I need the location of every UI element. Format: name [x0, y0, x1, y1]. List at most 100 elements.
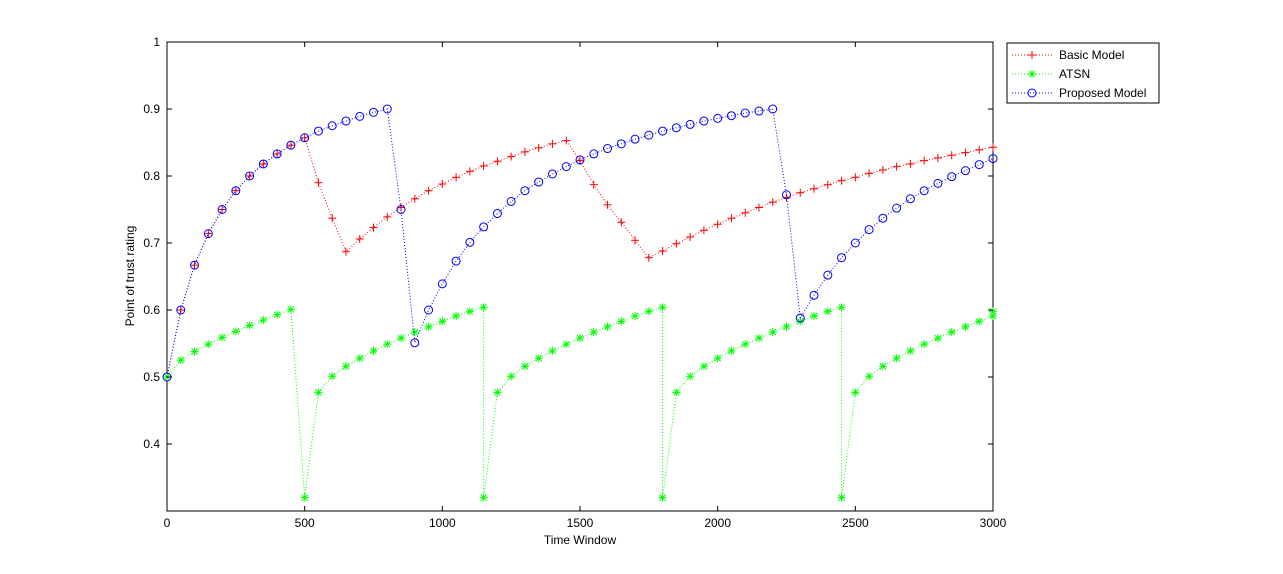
data-point-atsn: [837, 493, 846, 502]
data-point-proposed-model: [644, 130, 654, 140]
y-tick-label: 1: [153, 35, 160, 49]
data-point-proposed-model: [176, 305, 186, 315]
data-point-atsn: [383, 340, 392, 349]
data-point-proposed-model: [726, 111, 736, 121]
data-point-atsn: [782, 322, 791, 331]
data-point-proposed-model: [685, 119, 695, 129]
legend-item-proposed-model: Proposed Model: [1012, 86, 1146, 100]
y-tick-label: 0.4: [143, 437, 160, 451]
x-tick-label: 0: [164, 516, 171, 530]
data-point-atsn: [989, 307, 997, 316]
data-point-basic-model: [961, 148, 970, 157]
data-point-atsn: [658, 493, 667, 502]
series-line-proposed-model: [166, 108, 994, 378]
data-point-basic-model: [383, 212, 392, 221]
data-point-basic-model: [878, 165, 887, 174]
data-point-atsn: [768, 328, 777, 337]
data-point-basic-model: [520, 147, 529, 156]
data-point-atsn: [741, 340, 750, 349]
data-point-proposed-model: [754, 106, 764, 116]
series-proposed-model: [162, 104, 998, 382]
data-point-proposed-model: [547, 169, 557, 179]
data-point-proposed-model: [203, 229, 213, 239]
data-point-basic-model: [686, 232, 695, 241]
data-point-atsn: [259, 316, 268, 325]
data-point-atsn: [699, 362, 708, 371]
data-point-proposed-model: [534, 177, 544, 187]
data-point-proposed-model: [603, 144, 613, 154]
data-point-basic-model: [562, 136, 571, 145]
data-point-proposed-model: [479, 222, 489, 232]
data-point-proposed-model: [506, 196, 516, 206]
data-point-basic-model: [989, 143, 997, 152]
y-axis-title: Point of trust rating: [123, 226, 137, 327]
data-point-basic-model: [548, 139, 557, 148]
data-point-atsn: [204, 340, 213, 349]
data-point-atsn: [465, 307, 474, 316]
data-point-atsn: [851, 388, 860, 397]
data-point-proposed-model: [933, 178, 943, 188]
y-tick-label: 0.9: [143, 102, 160, 116]
data-point-basic-model: [314, 178, 323, 187]
legend-label: Proposed Model: [1059, 86, 1146, 100]
data-point-proposed-model: [465, 237, 475, 247]
x-tick-label: 1500: [567, 516, 594, 530]
data-point-basic-model: [727, 214, 736, 223]
data-point-proposed-model: [616, 139, 626, 149]
data-point-proposed-model: [520, 186, 530, 196]
data-point-atsn: [672, 388, 681, 397]
data-point-proposed-model: [823, 270, 833, 280]
data-point-proposed-model: [575, 155, 585, 165]
data-point-basic-model: [837, 176, 846, 185]
data-point-basic-model: [631, 236, 640, 245]
legend-item-atsn: ATSN: [1012, 67, 1090, 81]
data-point-atsn: [397, 334, 406, 343]
data-point-basic-model: [658, 247, 667, 256]
data-point-basic-model: [286, 141, 295, 150]
data-point-atsn: [424, 322, 433, 331]
data-point-basic-model: [438, 180, 447, 189]
y-tick-label: 0.5: [143, 370, 160, 384]
data-point-proposed-model: [231, 186, 241, 196]
data-point-atsn: [906, 346, 915, 355]
data-point-proposed-model: [960, 166, 970, 176]
data-point-atsn: [810, 312, 819, 321]
data-point-basic-model: [424, 186, 433, 195]
data-point-proposed-model: [245, 171, 255, 181]
data-point-proposed-model: [768, 104, 778, 114]
data-point-basic-model: [975, 145, 984, 154]
data-point-basic-model: [507, 152, 516, 161]
data-point-basic-model: [204, 229, 213, 238]
data-point-basic-model: [493, 157, 502, 166]
y-tick-label: 0.6: [143, 303, 160, 317]
data-point-atsn: [273, 310, 282, 319]
data-point-atsn: [548, 346, 557, 355]
data-point-atsn: [218, 333, 227, 342]
data-point-proposed-model: [713, 113, 723, 123]
data-point-atsn: [479, 303, 488, 312]
data-point-proposed-model: [272, 149, 282, 159]
legend-item-basic-model: Basic Model: [1012, 48, 1124, 62]
data-point-atsn: [410, 328, 419, 337]
data-point-atsn: [961, 322, 970, 331]
data-point-basic-model: [369, 223, 378, 232]
data-point-atsn: [300, 493, 309, 502]
data-point-basic-model: [479, 161, 488, 170]
legend: Basic Model ATSN Proposed Model: [1006, 42, 1160, 104]
legend-label: Basic Model: [1059, 48, 1124, 62]
data-point-proposed-model: [878, 213, 888, 223]
data-point-basic-model: [672, 239, 681, 248]
data-point-atsn: [286, 305, 295, 314]
data-point-basic-model: [617, 218, 626, 227]
data-point-basic-model: [865, 169, 874, 178]
data-point-proposed-model: [850, 238, 860, 248]
data-point-basic-model: [768, 198, 777, 207]
data-point-basic-model: [534, 143, 543, 152]
x-tick-label: 500: [295, 516, 315, 530]
data-point-proposed-model: [919, 186, 929, 196]
data-point-atsn: [658, 303, 667, 312]
data-point-basic-model: [892, 162, 901, 171]
data-point-atsn: [520, 362, 529, 371]
plot-area: [166, 41, 994, 512]
data-point-proposed-model: [258, 159, 268, 169]
